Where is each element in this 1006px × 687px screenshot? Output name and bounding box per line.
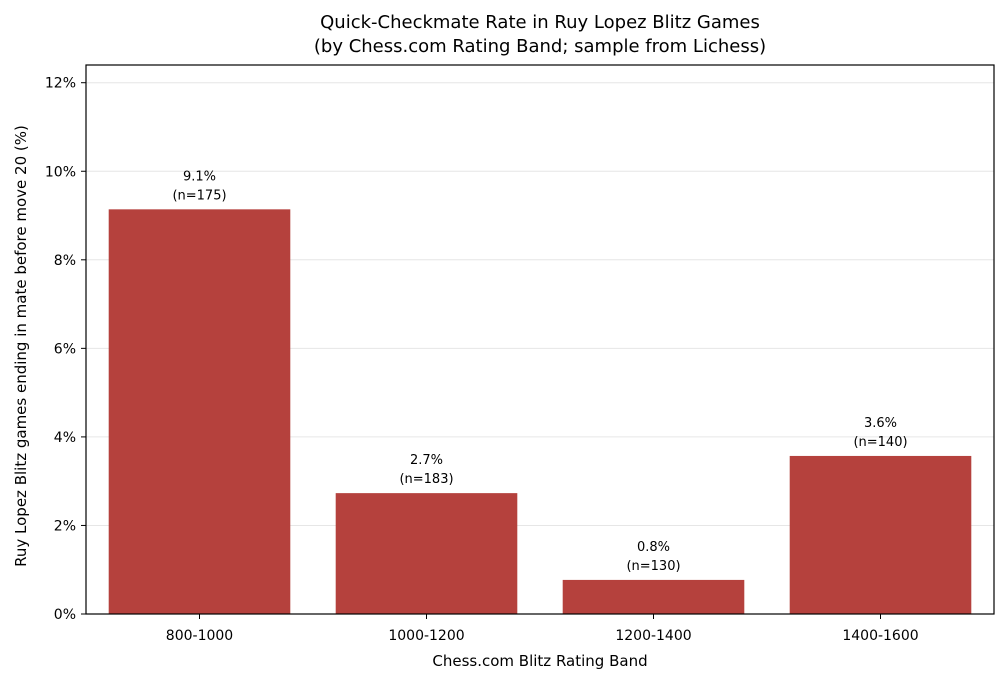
y-tick-label: 0% — [54, 607, 76, 623]
bar — [108, 209, 291, 615]
chart-title-line1: Quick-Checkmate Rate in Ruy Lopez Blitz … — [320, 12, 760, 33]
y-tick-label: 10% — [45, 164, 76, 180]
y-tick-label: 4% — [54, 430, 76, 446]
x-tick-label: 1200-1400 — [615, 628, 691, 644]
y-tick-label: 12% — [45, 76, 76, 92]
chart-title-line2: (by Chess.com Rating Band; sample from L… — [314, 36, 766, 57]
x-axis-ticks: 800-1000 1000-1200 1200-1400 1400-1600 — [166, 614, 919, 644]
bar-value-label: 0.8% — [637, 540, 670, 555]
y-tick-label: 8% — [54, 253, 76, 269]
bar — [789, 455, 972, 614]
y-tick-label: 2% — [54, 518, 76, 534]
axes — [85, 64, 995, 615]
bar-value-label: 9.1% — [183, 169, 216, 184]
bars — [108, 209, 972, 615]
x-tick-label: 800-1000 — [166, 628, 233, 644]
bar-n-label: (n=140) — [853, 435, 907, 450]
bar-n-label: (n=183) — [399, 472, 453, 487]
bar — [335, 493, 518, 614]
y-tick-label: 6% — [54, 341, 76, 357]
bar-n-label: (n=130) — [626, 559, 680, 574]
bar-value-label: 3.6% — [864, 416, 897, 431]
plot-frame — [85, 64, 995, 615]
y-axis-label: Ruy Lopez Blitz games ending in mate bef… — [12, 125, 30, 567]
bar-n-label: (n=175) — [172, 188, 226, 203]
y-axis-ticks: 0% 2% 4% 6% 8% 10% 12% — [45, 76, 86, 623]
x-tick-label: 1400-1600 — [842, 628, 918, 644]
bar — [562, 579, 745, 614]
bar-value-label: 2.7% — [410, 453, 443, 468]
x-tick-label: 1000-1200 — [388, 628, 464, 644]
x-axis-label: Chess.com Blitz Rating Band — [432, 652, 647, 670]
bar-value-labels: 9.1% (n=175) 2.7% (n=183) 0.8% (n=130) 3.6% (n=… — [172, 169, 907, 574]
